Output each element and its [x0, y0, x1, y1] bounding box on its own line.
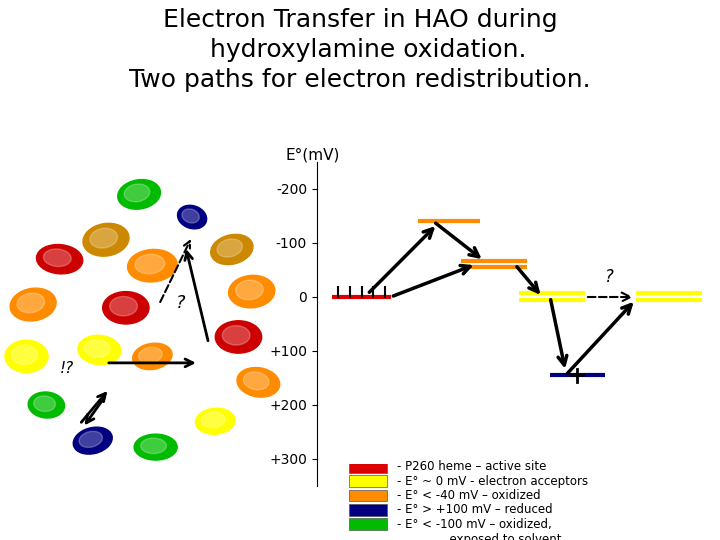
Ellipse shape [222, 326, 250, 345]
Bar [349, 504, 387, 516]
Ellipse shape [37, 245, 83, 274]
Ellipse shape [43, 249, 71, 267]
Text: !?: !? [60, 361, 74, 376]
Ellipse shape [103, 292, 149, 324]
Ellipse shape [73, 427, 112, 454]
Ellipse shape [83, 224, 129, 256]
Ellipse shape [134, 434, 177, 460]
Ellipse shape [12, 345, 37, 364]
Ellipse shape [109, 296, 138, 316]
Ellipse shape [202, 412, 225, 428]
Ellipse shape [90, 228, 117, 248]
Text: E°(mV): E°(mV) [286, 147, 340, 162]
Ellipse shape [243, 372, 269, 390]
Ellipse shape [132, 343, 172, 369]
Ellipse shape [17, 293, 45, 313]
Text: - E° < -40 mV – oxidized: - E° < -40 mV – oxidized [397, 489, 541, 502]
Text: ?: ? [605, 268, 613, 286]
Ellipse shape [34, 396, 55, 411]
Ellipse shape [211, 234, 253, 265]
Ellipse shape [135, 254, 165, 274]
Ellipse shape [140, 438, 166, 454]
Ellipse shape [182, 209, 199, 223]
Text: Electron Transfer in HAO during
  hydroxylamine oxidation.
Two paths for electro: Electron Transfer in HAO during hydroxyl… [129, 8, 591, 91]
Ellipse shape [228, 275, 275, 308]
Ellipse shape [78, 335, 121, 364]
Text: - E° ~ 0 mV - electron acceptors: - E° ~ 0 mV - electron acceptors [397, 475, 588, 488]
Ellipse shape [215, 321, 261, 353]
Ellipse shape [195, 408, 235, 434]
Ellipse shape [138, 347, 162, 363]
Ellipse shape [84, 340, 110, 357]
Ellipse shape [118, 180, 161, 209]
Bar [349, 518, 387, 530]
Text: ?: ? [176, 294, 185, 312]
Text: exposed to solvent: exposed to solvent [397, 533, 562, 540]
Text: - E° > +100 mV – reduced: - E° > +100 mV – reduced [397, 503, 553, 516]
Ellipse shape [237, 368, 279, 397]
Ellipse shape [127, 249, 177, 282]
Ellipse shape [79, 431, 102, 448]
Ellipse shape [178, 205, 207, 229]
Ellipse shape [235, 280, 264, 300]
Ellipse shape [124, 184, 150, 202]
Bar [349, 461, 387, 472]
Ellipse shape [217, 239, 243, 257]
Text: - P260 heme – active site: - P260 heme – active site [397, 460, 546, 473]
Bar [349, 490, 387, 501]
Ellipse shape [10, 288, 56, 321]
Ellipse shape [5, 340, 48, 373]
Bar [349, 475, 387, 487]
Text: - E° < -100 mV – oxidized,: - E° < -100 mV – oxidized, [397, 518, 552, 531]
Ellipse shape [28, 392, 65, 418]
